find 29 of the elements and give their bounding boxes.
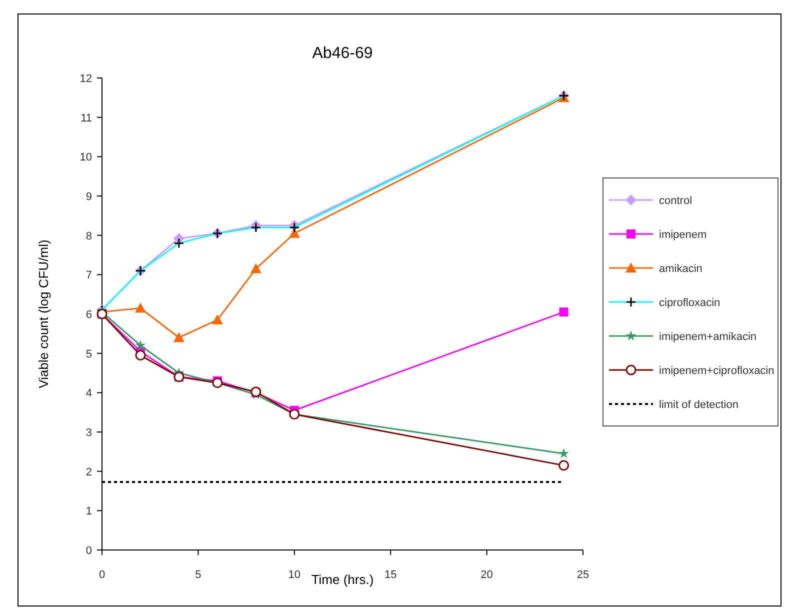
y-tick-label: 5 <box>86 348 92 360</box>
y-tick-label: 3 <box>86 427 92 439</box>
y-tick-label: 7 <box>86 270 92 282</box>
x-tick-label: 5 <box>195 569 202 581</box>
y-tick-label: 2 <box>86 466 92 478</box>
legend-label: imipenem+ciprofloxacin <box>659 365 774 377</box>
y-tick-label: 1 <box>86 506 92 518</box>
y-tick-label: 10 <box>80 152 92 164</box>
y-tick-label: 12 <box>80 73 92 85</box>
y-tick-label: 8 <box>86 230 92 242</box>
y-tick-label: 6 <box>86 309 92 321</box>
legend-label: ciprofloxacin <box>659 297 720 309</box>
y-tick-label: 9 <box>86 191 92 203</box>
y-tick-label: 0 <box>86 545 92 557</box>
x-tick-label: 10 <box>288 569 301 581</box>
x-tick-label: 25 <box>576 569 590 581</box>
x-tick-label: 20 <box>480 569 493 581</box>
legend-label: amikacin <box>659 263 702 275</box>
legend-label: imipenem <box>659 229 707 241</box>
legend-label: imipenem+amikacin <box>659 331 757 343</box>
y-axis-title: Viable count (log CFU/ml) <box>36 240 51 388</box>
legend-label: limit of detection <box>659 399 738 411</box>
chart-title: Ab46-69 <box>312 45 373 62</box>
x-tick-label: 15 <box>384 569 397 581</box>
y-tick-label: 11 <box>80 112 92 124</box>
x-tick-label: 0 <box>98 569 106 581</box>
x-axis-title: Time (hrs.) <box>311 572 374 587</box>
y-tick-label: 4 <box>86 388 92 400</box>
legend-label: control <box>659 195 692 207</box>
